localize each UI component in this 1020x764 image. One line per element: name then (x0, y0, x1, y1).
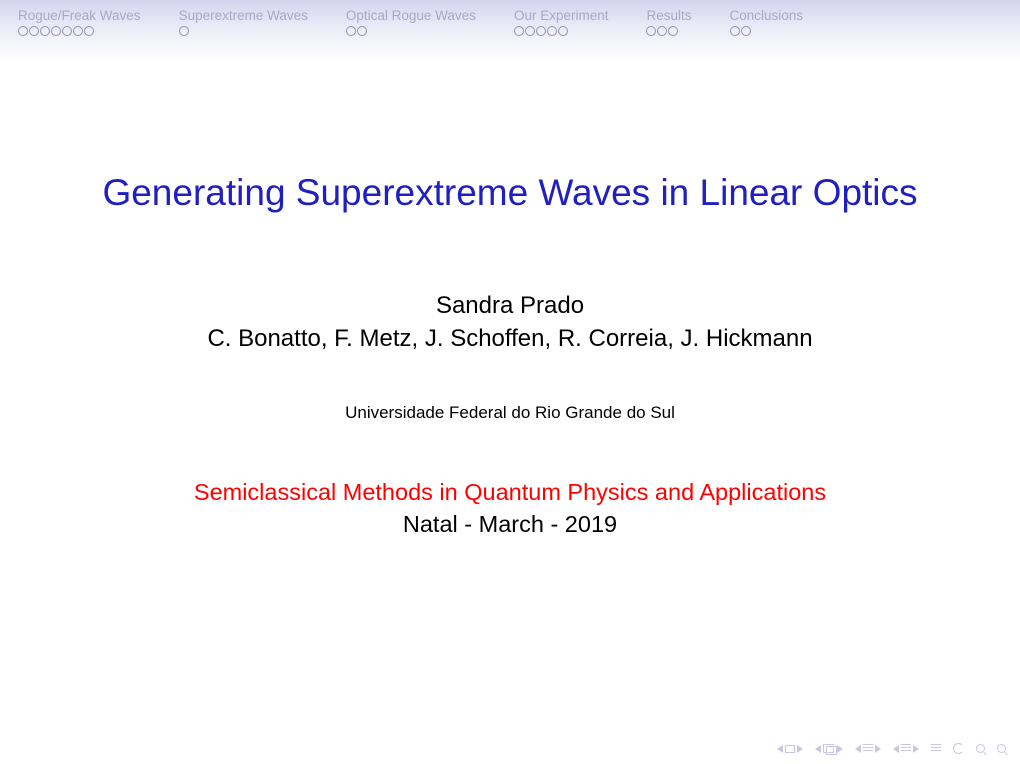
co-authors: C. Bonatto, F. Metz, J. Schoffen, R. Cor… (207, 325, 812, 353)
zoom-icon[interactable] (997, 744, 1006, 753)
nav-dot-icon[interactable] (179, 26, 189, 36)
nav-dot-icon[interactable] (646, 26, 656, 36)
prev-slide-icon[interactable] (777, 745, 803, 753)
presentation-title: Generating Superextreme Waves in Linear … (102, 172, 917, 214)
nav-dots-row (730, 26, 804, 36)
nav-section-label[interactable]: Results (646, 8, 691, 23)
author-main: Sandra Prado (436, 292, 584, 320)
nav-dot-icon[interactable] (40, 26, 50, 36)
nav-section-label[interactable]: Conclusions (730, 8, 804, 23)
nav-section-3: Our Experiment (514, 8, 609, 62)
nav-dot-icon[interactable] (51, 26, 61, 36)
nav-section-1: Superextreme Waves (179, 8, 308, 62)
beamer-slide: Rogue/Freak Waves Superextreme Waves Optic… (0, 0, 1020, 764)
conference-name: Semiclassical Methods in Quantum Physics… (194, 479, 826, 506)
nav-dot-icon[interactable] (346, 26, 356, 36)
appendix-icon[interactable] (931, 744, 941, 753)
nav-section-label[interactable]: Rogue/Freak Waves (18, 8, 141, 23)
back-forward-icon[interactable] (953, 743, 964, 754)
nav-section-label[interactable]: Our Experiment (514, 8, 609, 23)
nav-section-label[interactable]: Optical Rogue Waves (346, 8, 476, 23)
nav-section-4: Results (646, 8, 691, 62)
slide-content: Generating Superextreme Waves in Linear … (0, 62, 1020, 764)
nav-dot-icon[interactable] (741, 26, 751, 36)
search-icon[interactable] (976, 744, 985, 753)
nav-section-label[interactable]: Superextreme Waves (179, 8, 308, 23)
nav-dot-icon[interactable] (536, 26, 546, 36)
nav-section-5: Conclusions (730, 8, 804, 62)
date-place: Natal - March - 2019 (403, 511, 617, 538)
nav-dots-row (179, 26, 308, 36)
prev-frame-icon[interactable] (815, 744, 843, 754)
nav-dot-icon[interactable] (525, 26, 535, 36)
nav-section-0: Rogue/Freak Waves (18, 8, 141, 62)
nav-dot-icon[interactable] (73, 26, 83, 36)
nav-dot-icon[interactable] (730, 26, 740, 36)
nav-dot-icon[interactable] (514, 26, 524, 36)
nav-dot-icon[interactable] (558, 26, 568, 36)
navigation-symbols (777, 743, 1006, 754)
nav-dot-icon[interactable] (62, 26, 72, 36)
nav-dot-icon[interactable] (668, 26, 678, 36)
prev-section-icon[interactable] (855, 744, 881, 753)
nav-dot-icon[interactable] (29, 26, 39, 36)
institute: Universidade Federal do Rio Grande do Su… (345, 403, 675, 423)
prev-subsection-icon[interactable] (893, 744, 919, 753)
nav-dot-icon[interactable] (657, 26, 667, 36)
nav-dots-row (646, 26, 691, 36)
nav-dot-icon[interactable] (547, 26, 557, 36)
section-navigation-bar: Rogue/Freak Waves Superextreme Waves Optic… (0, 0, 1020, 62)
nav-dot-icon[interactable] (357, 26, 367, 36)
nav-dots-row (346, 26, 476, 36)
nav-dot-icon[interactable] (18, 26, 28, 36)
nav-dots-row (18, 26, 141, 36)
nav-section-2: Optical Rogue Waves (346, 8, 476, 62)
nav-dots-row (514, 26, 609, 36)
nav-dot-icon[interactable] (84, 26, 94, 36)
